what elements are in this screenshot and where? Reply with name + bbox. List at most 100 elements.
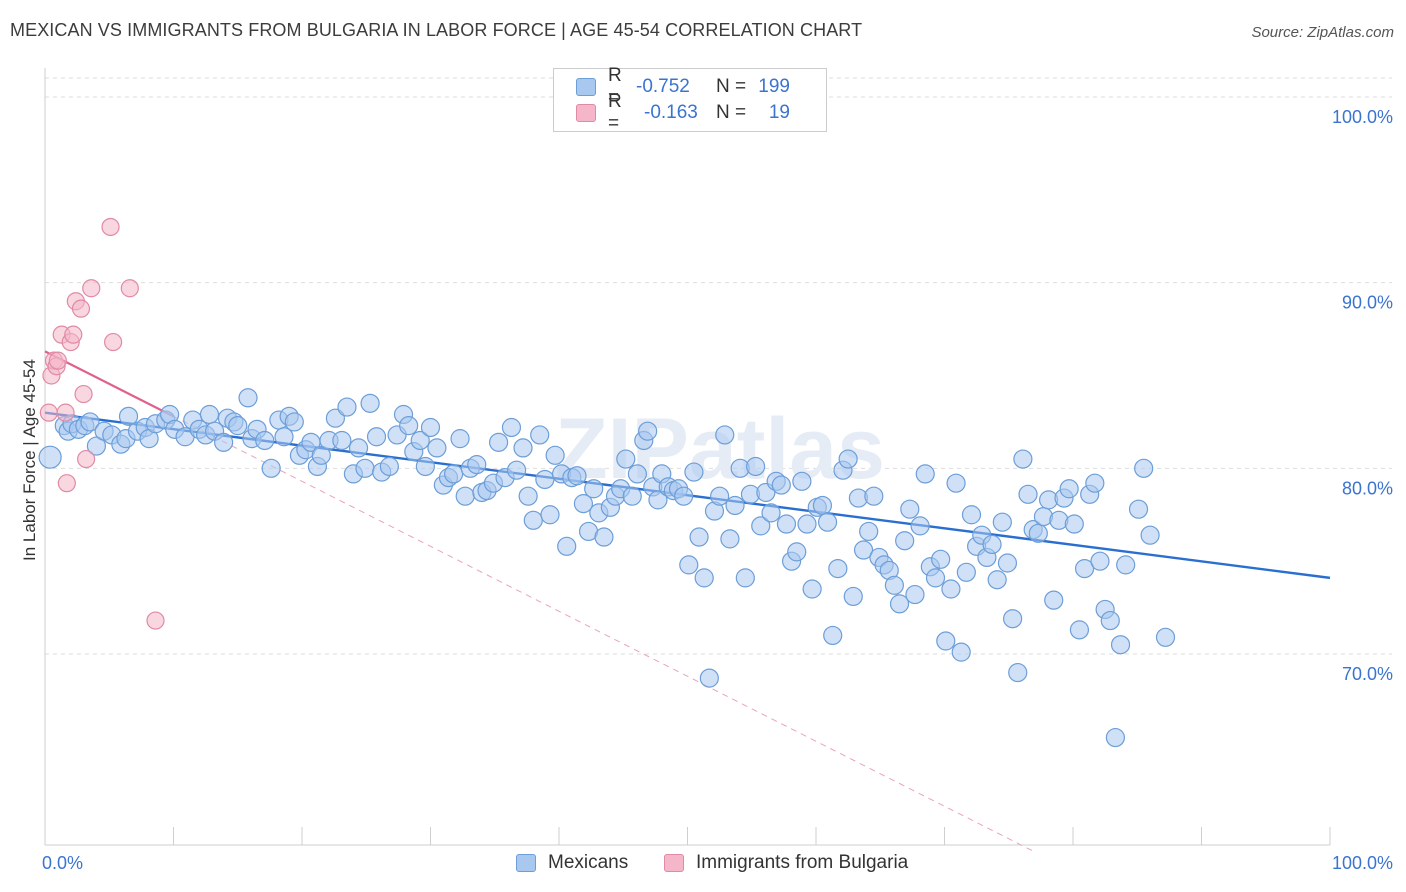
- mexicans-point: [523, 510, 543, 530]
- mexicans-point: [199, 404, 220, 425]
- mexicans-point: [255, 430, 275, 451]
- mexicans-point: [325, 408, 346, 428]
- mexicans-point: [761, 503, 781, 523]
- bulgaria-point: [48, 351, 67, 370]
- bulgaria-point: [64, 325, 83, 344]
- mexicans-point: [86, 436, 107, 456]
- mexicans-point: [828, 558, 848, 579]
- mexicans-point: [1105, 727, 1126, 748]
- legend-r-label: R =: [608, 65, 622, 108]
- mexicans-point: [1028, 523, 1048, 543]
- legend-n-value: 199: [758, 76, 790, 97]
- bulgaria-point: [82, 279, 101, 298]
- mexicans-point: [540, 505, 560, 525]
- mexicans-point: [889, 594, 910, 614]
- mexicans-point: [118, 406, 139, 426]
- mexicans-point: [905, 584, 925, 605]
- mexicans-point: [684, 462, 704, 482]
- mexicans-point: [864, 486, 884, 506]
- mexicans-point: [823, 625, 843, 646]
- mexicans-point: [638, 421, 658, 441]
- mexicans-point: [1018, 484, 1038, 504]
- mexicans-point: [214, 432, 234, 452]
- mexicans-point: [853, 540, 874, 560]
- mexicans-point: [812, 495, 833, 516]
- mexicans-point: [1140, 525, 1160, 545]
- mexicans-point: [1064, 514, 1084, 534]
- chart-title: MEXICAN VS IMMIGRANTS FROM BULGARIA IN L…: [10, 20, 863, 40]
- mexicans-point: [946, 473, 966, 493]
- watermark: ZIPatlas: [555, 401, 885, 497]
- mexicans-point: [884, 575, 904, 595]
- mexicans-point: [80, 412, 100, 432]
- legend-n-label: N =: [716, 102, 747, 123]
- mexicans-point: [420, 417, 441, 438]
- mexicans-point: [467, 455, 487, 475]
- mexicans-point: [1069, 620, 1090, 640]
- mexicans-point: [797, 514, 817, 534]
- mexicans-point: [987, 570, 1007, 590]
- mexicans-point: [513, 438, 533, 458]
- mexicans-point: [616, 449, 636, 469]
- bulgaria-point: [57, 474, 76, 493]
- mexicans-point: [450, 429, 470, 449]
- mexicans-point: [530, 425, 550, 445]
- mexicans-point: [689, 527, 709, 547]
- mexicans-point: [261, 458, 281, 478]
- mexicans-point: [573, 494, 594, 514]
- mexicans-point: [895, 531, 915, 551]
- mexicans-point: [1155, 627, 1176, 647]
- legend-row-mexicans: R = -0.752 N = 199: [576, 65, 790, 108]
- mexicans-point: [355, 458, 375, 478]
- bulgaria-point: [56, 403, 75, 422]
- mexicans-point: [725, 495, 745, 516]
- legend-r-label: R =: [608, 91, 622, 134]
- mexicans-point: [501, 417, 522, 438]
- mexicans-point: [735, 568, 755, 588]
- mexicans-point: [941, 579, 961, 599]
- mexicans-point: [1128, 499, 1149, 519]
- x-tick-label: 0.0%: [42, 853, 83, 873]
- mexicans-point: [379, 456, 399, 477]
- mexicans-point: [679, 555, 699, 575]
- source-label: Source: ZipAtlas.com: [1251, 24, 1394, 41]
- mexicans-point: [1074, 558, 1095, 579]
- x-tick-label: 100.0%: [1332, 853, 1393, 873]
- mexicans-point: [838, 449, 858, 469]
- mexicans-point: [802, 579, 822, 599]
- y-tick-label: 80.0%: [1342, 478, 1393, 498]
- mexicans-point: [1008, 662, 1028, 683]
- mexicans-point: [1134, 458, 1154, 478]
- mexicans-point: [915, 464, 935, 484]
- mexicans-point: [332, 430, 352, 451]
- mexicans-point: [710, 486, 730, 506]
- mexicans-point: [337, 397, 357, 417]
- mexicans-point: [594, 527, 614, 547]
- legend-n-value: 19: [768, 102, 790, 123]
- mexicans-point: [699, 668, 719, 688]
- legend-r-value: -0.163: [644, 102, 698, 123]
- mexicans-point: [931, 549, 951, 569]
- mexicans-point: [410, 430, 430, 451]
- tick-labels: 70.0% 80.0% 90.0% 100.0% 0.0% 100.0%: [42, 107, 1393, 873]
- mexicans-point: [674, 486, 694, 506]
- mexicans-point: [228, 416, 248, 436]
- mexicans-point: [992, 512, 1012, 532]
- mexicans-point: [274, 427, 294, 447]
- mexicans-point: [506, 460, 527, 480]
- mexicans-point: [982, 534, 1002, 555]
- bulgaria-point: [77, 449, 96, 469]
- mexicans-point: [751, 516, 771, 536]
- mexicans-point: [427, 438, 447, 458]
- bottom-legend-mexicans: Mexicans: [516, 852, 628, 874]
- mexicans-point: [489, 432, 509, 452]
- mexicans-point: [720, 529, 740, 549]
- bulgaria-point: [104, 332, 123, 352]
- bulgaria-point: [120, 279, 139, 298]
- mexicans-point: [746, 456, 766, 477]
- mexicans-point: [1116, 555, 1136, 575]
- mexicans-point: [1100, 610, 1120, 631]
- mexicans-point: [936, 631, 956, 651]
- mexicans-point: [900, 499, 920, 519]
